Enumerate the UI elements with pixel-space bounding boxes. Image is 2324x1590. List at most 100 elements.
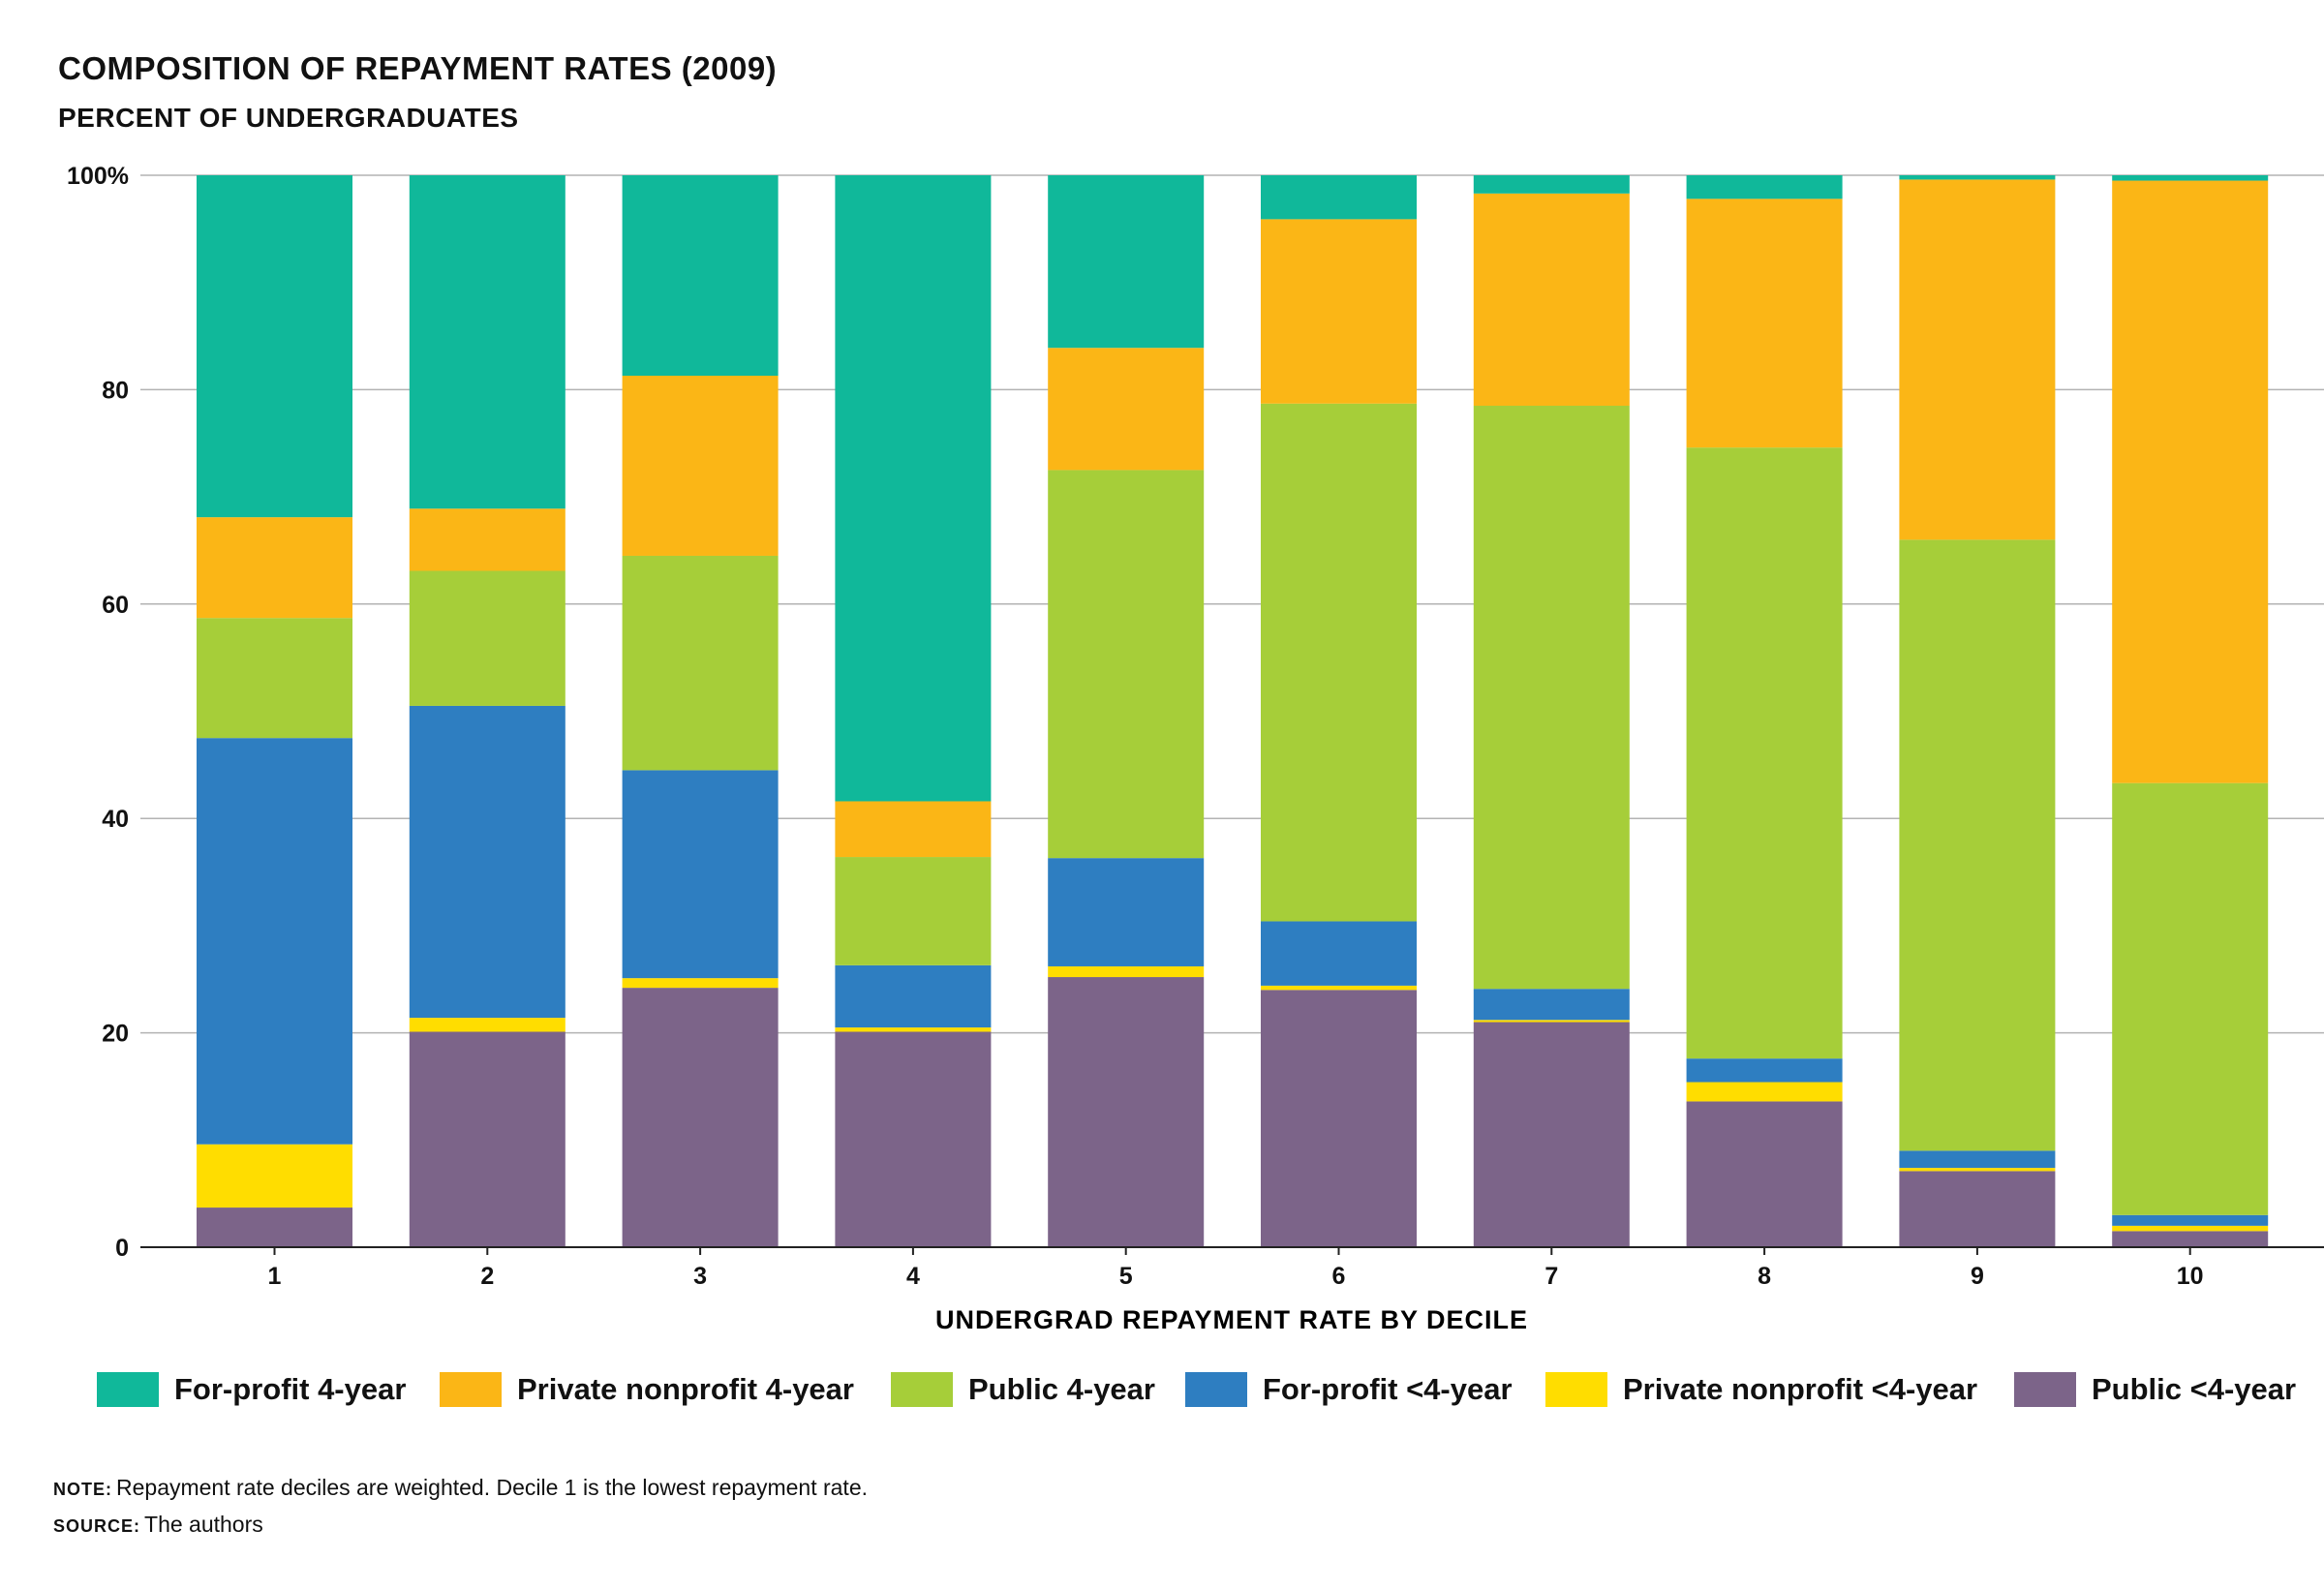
x-tick-label: 5 — [1119, 1263, 1133, 1290]
bar-segment — [835, 175, 992, 802]
legend-label: Private nonprofit 4-year — [517, 1372, 854, 1406]
legend-item-public-4yr: Public 4-year — [891, 1370, 1155, 1409]
bar-segment — [2112, 1214, 2269, 1226]
x-tick-labels: 1 2 3 4 5 6 7 8 9 10 — [268, 1263, 2204, 1290]
bar-segment — [622, 555, 779, 771]
x-tick-label: 3 — [693, 1263, 707, 1290]
bar-segment — [622, 978, 779, 989]
bar-segment — [409, 705, 566, 1019]
bar-segment — [2112, 175, 2269, 181]
axes — [140, 1246, 2324, 1255]
bar-segment — [1261, 921, 1417, 986]
bar-segment — [197, 1208, 352, 1247]
legend-item-private-nonprofit-lt4yr: Private nonprofit <4-year — [1545, 1370, 1977, 1409]
chart-notes: NOTE: Repayment rate deciles are weighted… — [53, 1470, 868, 1544]
bar-segment — [1473, 406, 1630, 990]
legend-swatch — [891, 1372, 953, 1407]
bar-segment — [1899, 1168, 2056, 1172]
bar-segment — [197, 517, 352, 619]
bar-segment — [1899, 179, 2056, 540]
bar-segment — [2112, 1225, 2269, 1232]
bar-segment — [1686, 1082, 1843, 1102]
bar-segment — [1473, 1022, 1630, 1247]
bar-segment — [1048, 175, 1205, 349]
legend-label: For-profit <4-year — [1263, 1372, 1513, 1406]
bar-segment — [1686, 1058, 1843, 1083]
bar-segment — [835, 801, 992, 858]
bar-segment — [409, 508, 566, 571]
bar-segment — [1686, 175, 1843, 199]
bar-segment — [622, 376, 779, 556]
source-text: The authors — [144, 1512, 263, 1537]
bar-segment — [197, 1144, 352, 1208]
bar-segment — [1261, 175, 1417, 220]
bar-segment — [1686, 447, 1843, 1059]
legend-item-for-profit-lt4yr: For-profit <4-year — [1185, 1370, 1513, 1409]
x-tick-label: 7 — [1544, 1263, 1558, 1290]
y-tick-labels: 0 20 40 60 80 100% — [67, 163, 129, 1262]
bar-segment — [1686, 1101, 1843, 1247]
y-tick-label: 20 — [102, 1021, 129, 1048]
bar-segment — [1048, 470, 1205, 859]
bar-segment — [1048, 348, 1205, 471]
note-text: Repayment rate deciles are weighted. Dec… — [116, 1475, 869, 1500]
bar-segment — [1261, 985, 1417, 991]
legend-item-for-profit-4yr: For-profit 4-year — [97, 1370, 406, 1409]
x-tick-label: 2 — [480, 1263, 494, 1290]
bar-segment — [1899, 1150, 2056, 1169]
bar-segment — [835, 964, 992, 1028]
y-tick-label: 80 — [102, 377, 129, 404]
bar-segment — [1473, 193, 1630, 407]
x-tick-label: 1 — [268, 1263, 282, 1290]
chart-subtitle: PERCENT OF UNDERGRADUATES — [58, 103, 519, 133]
legend-item-public-lt4yr: Public <4-year — [2014, 1370, 2296, 1409]
note-line: NOTE: Repayment rate deciles are weighted… — [53, 1470, 868, 1507]
legend-swatch — [97, 1372, 159, 1407]
x-tick-label: 9 — [1971, 1263, 1984, 1290]
legend-swatch — [1545, 1372, 1607, 1407]
legend-label: For-profit 4-year — [174, 1372, 407, 1406]
y-tick-label: 100% — [67, 163, 129, 190]
bar-segment — [1473, 989, 1630, 1021]
note-key: NOTE: — [53, 1480, 112, 1499]
chart-title: COMPOSITION OF REPAYMENT RATES (2009) — [58, 50, 778, 86]
legend-swatch — [1185, 1372, 1247, 1407]
bar-segment — [1261, 990, 1417, 1247]
bar-segment — [1686, 199, 1843, 448]
bar-segment — [1899, 539, 2056, 1151]
legend-label: Private nonprofit <4-year — [1623, 1372, 1978, 1406]
source-line: SOURCE: The authors — [53, 1507, 868, 1544]
bar-segment — [1261, 219, 1417, 404]
bar-segment — [622, 770, 779, 979]
legend-label: Public <4-year — [2092, 1372, 2297, 1406]
x-tick-label: 10 — [2177, 1263, 2204, 1290]
bar-segment — [622, 988, 779, 1247]
bar-segment — [835, 857, 992, 965]
bar-segment — [2112, 180, 2269, 783]
bar-segment — [1473, 175, 1630, 194]
legend-swatch — [440, 1372, 502, 1407]
bar-segment — [197, 738, 352, 1145]
bar-segment — [409, 175, 566, 509]
bar-segment — [1048, 858, 1205, 966]
y-tick-label: 0 — [115, 1235, 129, 1262]
x-tick-label: 8 — [1758, 1263, 1771, 1290]
y-tick-label: 40 — [102, 806, 129, 833]
bar-segment — [1048, 965, 1205, 978]
bar-segment — [197, 175, 352, 518]
stacked-bar-chart: 0 20 40 60 80 100% 1 2 3 4 5 6 7 8 9 10 UNDERGRAD REPA… — [67, 163, 2324, 1334]
bar-segment — [1048, 977, 1205, 1247]
bar-segment — [1899, 175, 2056, 180]
bar-segment — [197, 618, 352, 739]
y-tick-label: 60 — [102, 592, 129, 619]
x-tick-label: 6 — [1332, 1263, 1346, 1290]
source-key: SOURCE: — [53, 1516, 141, 1536]
bar-segment — [1261, 403, 1417, 922]
bar-segment — [2112, 1231, 2269, 1247]
x-axis-label: UNDERGRAD REPAYMENT RATE BY DECILE — [935, 1305, 1528, 1334]
legend: For-profit 4-year Private nonprofit 4-ye… — [97, 1370, 2324, 1419]
bar-segment — [1899, 1171, 2056, 1247]
bar-segment — [409, 1031, 566, 1247]
legend-item-private-nonprofit-4yr: Private nonprofit 4-year — [440, 1370, 854, 1409]
bar-segment — [1473, 1020, 1630, 1023]
